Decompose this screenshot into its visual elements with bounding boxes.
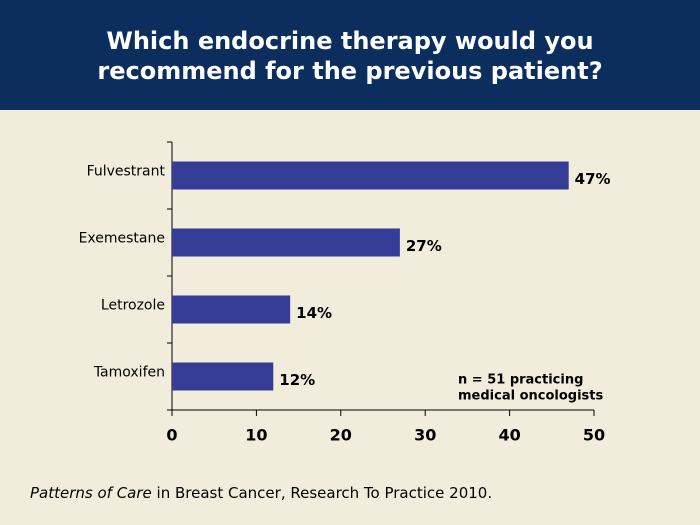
x-tick-label: 20: [330, 426, 352, 445]
source: Patterns of Care in Breast Cancer, Resea…: [30, 484, 492, 502]
y-tick-label: Tamoxifen: [93, 365, 165, 381]
source-italic: Patterns of Care: [30, 484, 152, 502]
bar: [172, 362, 274, 391]
x-tick-label: 40: [498, 426, 520, 445]
bar: [172, 228, 400, 257]
x-tick-label: 30: [414, 426, 436, 445]
header: [0, 0, 700, 110]
bar: [172, 161, 569, 190]
value-label: 27%: [406, 237, 442, 255]
value-label: 12%: [279, 371, 315, 389]
bar: [172, 295, 291, 324]
x-tick-label: 50: [583, 426, 605, 445]
value-label: 47%: [575, 170, 611, 188]
annotation: medical oncologists: [458, 389, 604, 404]
y-tick-label: Letrozole: [101, 298, 165, 314]
x-tick-label: 10: [245, 426, 267, 445]
y-tick-label: Fulvestrant: [87, 164, 166, 180]
value-label: 14%: [296, 304, 332, 322]
annotation: n = 51 practicing: [458, 373, 583, 388]
chart-title: Which endocrine therapy would you: [106, 27, 593, 55]
x-tick-label: 0: [166, 426, 177, 445]
chart-title: recommend for the previous patient?: [97, 57, 602, 85]
y-tick-label: Exemestane: [79, 231, 165, 247]
source-text: in Breast Cancer, Research To Practice 2…: [152, 484, 492, 502]
